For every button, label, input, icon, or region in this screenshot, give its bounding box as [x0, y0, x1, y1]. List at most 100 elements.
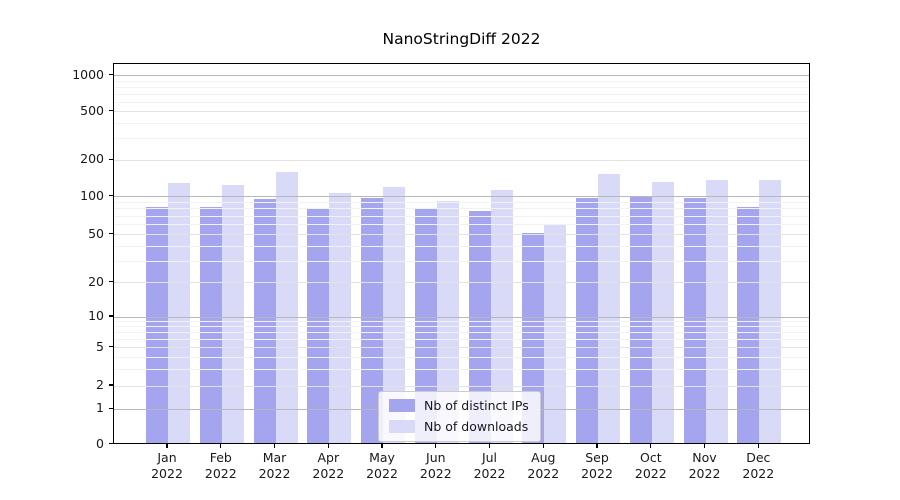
bar-nb-of-distinct-ips-may [361, 197, 383, 443]
x-tick-label-jan: Jan 2022 [151, 449, 183, 482]
bar-nb-of-distinct-ips-oct [629, 196, 652, 443]
y-tick-label: 0 [96, 435, 104, 451]
bar-nb-of-downloads-oct [651, 182, 674, 443]
bar-nb-of-downloads-feb [221, 185, 244, 443]
x-tick-label-aug: Aug 2022 [527, 449, 560, 482]
y-tick-mark [108, 384, 113, 386]
y-tick-mark [108, 195, 113, 197]
gridline-minor [114, 326, 809, 328]
gridline-labeled [114, 282, 809, 283]
x-tick-mark [488, 443, 491, 448]
x-tick-label-feb: Feb 2022 [204, 449, 237, 482]
bar-nb-of-downloads-jul [490, 190, 513, 443]
y-tick-label: 10 [88, 308, 104, 323]
y-tick-mark [108, 110, 113, 112]
x-tick-mark [757, 443, 759, 448]
gridline-minor [114, 93, 809, 95]
y-tick-label: 5 [96, 338, 104, 354]
gridline-minor [114, 332, 809, 334]
legend-item-nb-of-downloads: Nb of downloads [389, 419, 529, 434]
x-tick-mark [166, 443, 168, 448]
x-tick-mark [220, 443, 222, 448]
gridline-minor [114, 80, 809, 82]
legend-label: Nb of downloads [424, 419, 529, 434]
y-tick-mark [108, 315, 113, 317]
bar-nb-of-downloads-aug [544, 224, 567, 443]
gridline-minor [114, 260, 809, 262]
x-tick-label-oct: Oct 2022 [634, 449, 667, 482]
chart-title: NanoStringDiff 2022 [382, 30, 541, 48]
gridline-major [114, 196, 809, 198]
bar-nb-of-downloads-dec [759, 180, 782, 443]
y-tick-label: 100 [80, 187, 104, 203]
gridline-labeled [114, 234, 809, 236]
x-tick-mark [273, 443, 276, 448]
gridline-minor [114, 86, 809, 88]
legend-label: Nb of distinct IPs [424, 398, 529, 413]
gridline-minor [114, 202, 809, 203]
x-tick-mark [596, 443, 598, 448]
gridline-labeled [114, 385, 809, 387]
x-tick-mark [542, 443, 544, 448]
y-tick-mark [108, 74, 113, 76]
bar-nb-of-downloads-may [383, 186, 405, 443]
bar-nb-of-downloads-jan [168, 183, 190, 443]
plot-area [113, 62, 810, 444]
x-tick-mark [703, 443, 706, 448]
gridline-minor [114, 101, 809, 103]
y-tick-mark [108, 280, 113, 283]
gridline-labeled [114, 111, 809, 113]
bar-nb-of-downloads-apr [329, 193, 352, 443]
bar-nb-of-distinct-ips-apr [307, 209, 330, 443]
bar-nb-of-downloads-mar [275, 172, 298, 443]
bar-nb-of-distinct-ips-jan [146, 206, 168, 443]
y-tick-mark [108, 442, 113, 445]
bar-nb-of-downloads-sep [598, 174, 620, 443]
legend-swatch-nb-of-downloads [389, 420, 415, 433]
gridline-minor [114, 339, 809, 341]
gridline-labeled [114, 159, 809, 161]
x-tick-mark [650, 443, 652, 448]
gridline-labeled [114, 347, 809, 349]
y-tick-mark [108, 158, 113, 160]
gridline-minor [114, 321, 809, 323]
x-tick-label-jun: Jun 2022 [419, 449, 452, 482]
y-tick-label: 500 [80, 102, 104, 118]
bar-nb-of-downloads-nov [705, 180, 728, 443]
gridline-major [114, 75, 809, 77]
gridline-minor [114, 368, 809, 370]
gridline-minor [114, 215, 809, 217]
x-tick-mark [327, 443, 329, 448]
y-tick-mark [108, 346, 113, 348]
bar-nb-of-distinct-ips-sep [576, 197, 598, 443]
gridline-minor [114, 138, 809, 140]
y-tick-label: 50 [88, 225, 104, 241]
x-tick-label-jul: Jul 2022 [473, 449, 506, 482]
x-tick-mark [435, 443, 437, 448]
gridline-minor [114, 356, 809, 358]
gridline-minor [114, 245, 809, 247]
bar-nb-of-distinct-ips-mar [253, 199, 276, 443]
legend-swatch-nb-of-distinct-ips [389, 399, 415, 412]
y-tick-label: 1000 [72, 66, 104, 82]
x-tick-label-may: May 2022 [366, 449, 398, 482]
gridline-minor [114, 224, 809, 226]
x-tick-mark [381, 443, 383, 448]
x-tick-label-nov: Nov 2022 [688, 449, 721, 482]
x-tick-label-sep: Sep 2022 [581, 449, 613, 482]
gridline-minor [114, 123, 809, 124]
bar-nb-of-distinct-ips-feb [199, 206, 222, 443]
x-tick-label-apr: Apr 2022 [312, 449, 345, 482]
y-tick-mark [108, 407, 113, 409]
y-tick-label: 20 [88, 273, 104, 289]
x-tick-label-mar: Mar 2022 [258, 449, 291, 482]
y-tick-mark [108, 233, 113, 235]
legend: Nb of distinct IPs Nb of downloads [378, 391, 541, 442]
gridline-major [114, 316, 809, 318]
bar-nb-of-distinct-ips-jun [414, 207, 437, 443]
bar-nb-of-distinct-ips-aug [522, 232, 545, 443]
y-tick-label: 2 [96, 377, 104, 392]
y-tick-label: 1 [96, 400, 104, 416]
x-tick-label-dec: Dec 2022 [742, 449, 775, 482]
